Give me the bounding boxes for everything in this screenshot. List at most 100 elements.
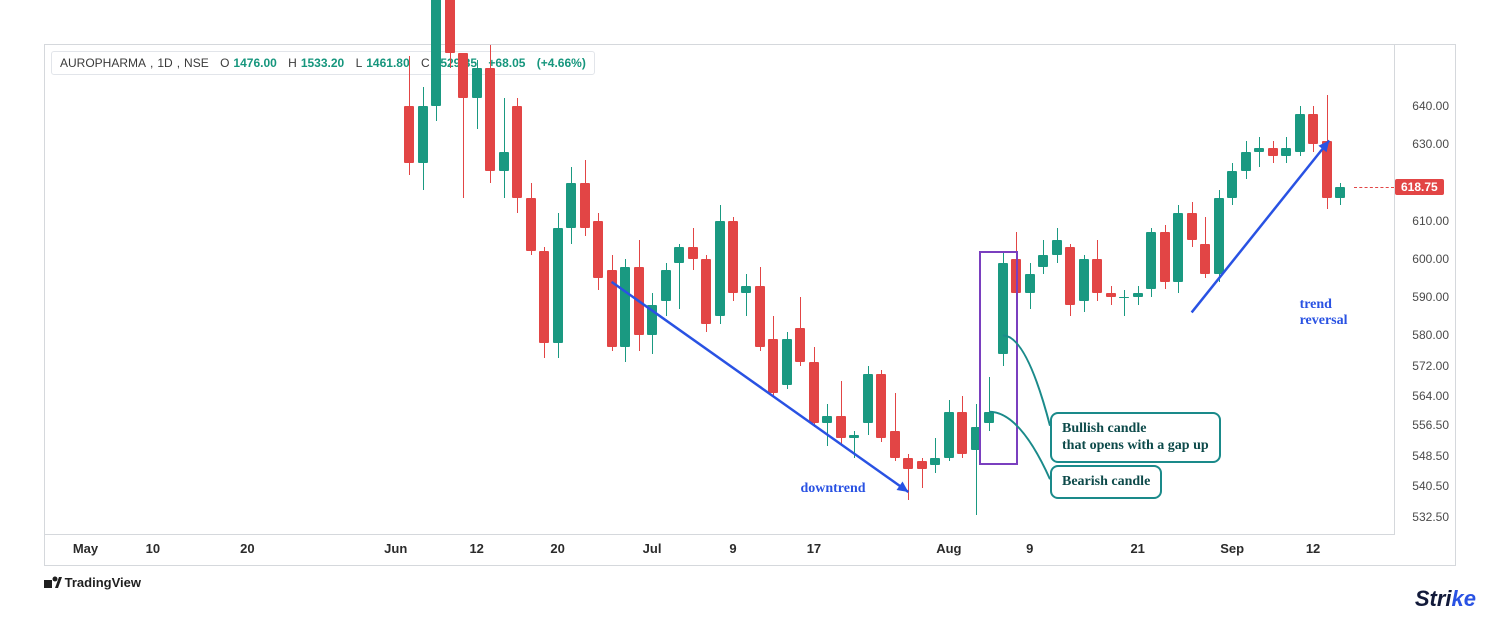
candle-bullish [431,0,441,106]
candle-bullish [930,458,940,466]
candle-bullish [1214,198,1224,274]
candle-bullish [863,374,873,424]
exchange-label: NSE [184,56,209,70]
candle-bullish [620,267,630,347]
candle-bearish [1160,232,1170,282]
candle-bullish [472,68,482,99]
candle-bullish [1295,114,1305,152]
candle-bearish [701,259,711,324]
candle-bullish [674,247,684,262]
candle-bearish [917,461,927,469]
x-tick-label: 17 [807,541,821,556]
candle-bullish [1025,274,1035,293]
chart-plot-area: AUROPHARMA, 1D, NSE O1476.00 H1533.20 L1… [45,45,1395,535]
y-tick-label: 532.50 [1412,510,1449,524]
tradingview-icon [44,575,65,590]
ohlc-l-prefix: L [356,56,363,70]
candle-bearish [768,339,778,392]
y-tick-label: 600.00 [1412,252,1449,266]
y-tick-label: 640.00 [1412,99,1449,113]
candle-wick [746,274,747,316]
y-tick-label: 580.00 [1412,328,1449,342]
candle-bullish [1052,240,1062,255]
candle-bullish [1038,255,1048,266]
candle-bullish [418,106,428,163]
candle-bearish [580,183,590,229]
candle-bearish [539,251,549,343]
candle-bullish [1119,297,1129,298]
x-tick-label: May [73,541,98,556]
change-pct: (+4.66%) [537,56,586,70]
y-tick-label: 610.00 [1412,214,1449,228]
trend-reversal-label: trendreversal [1300,297,1348,328]
page-root: AUROPHARMA, 1D, NSE O1476.00 H1533.20 L1… [0,0,1500,620]
candle-bearish [795,328,805,362]
candle-bullish [1254,148,1264,152]
y-tick-label: 556.50 [1412,418,1449,432]
candle-wick [935,438,936,472]
candle-bearish [1268,148,1278,156]
candle-wick [1124,290,1125,317]
x-tick-label: 20 [550,541,564,556]
candle-bullish [1281,148,1291,156]
candle-bullish [553,228,563,343]
candle-bullish [715,221,725,317]
candle-bearish [1322,141,1332,198]
ohlc-high: 1533.20 [301,56,344,70]
attribution-label: TradingView [44,575,141,590]
x-axis: May1020Jun1220Jul917Aug921Sep12 [45,535,1395,565]
candle-bullish [1241,152,1251,171]
candle-bearish [1106,293,1116,297]
candle-bearish [836,416,846,439]
y-tick-label: 548.50 [1412,449,1449,463]
candle-bearish [634,267,644,336]
y-tick-label: 590.00 [1412,290,1449,304]
x-tick-label: Jul [643,541,662,556]
candle-bullish [782,339,792,385]
x-tick-label: 21 [1130,541,1144,556]
candle-bearish [593,221,603,278]
candle-bearish [890,431,900,458]
last-price-line [1354,187,1394,188]
timeframe-label: 1D [157,56,172,70]
candle-bullish [1079,259,1089,301]
candle-bullish [499,152,509,171]
candle-bearish [1187,213,1197,240]
candle-bearish [809,362,819,423]
ohlc-o-prefix: O [220,56,229,70]
candle-wick [827,404,828,446]
candle-bearish [1092,259,1102,293]
candle-bullish [566,183,576,229]
candle-bullish [661,270,671,301]
ohlc-h-prefix: H [288,56,297,70]
candle-bearish [755,286,765,347]
candle-bullish [1146,232,1156,289]
y-tick-label: 540.50 [1412,479,1449,493]
candle-bullish [1173,213,1183,282]
candle-bearish [903,458,913,469]
candle-bullish [944,412,954,458]
x-tick-label: Sep [1220,541,1244,556]
strike-logo: Strike [1415,586,1476,612]
pattern-highlight-box [979,251,1018,465]
y-tick-label: 630.00 [1412,137,1449,151]
x-tick-label: 12 [1306,541,1320,556]
x-tick-label: 10 [146,541,160,556]
ohlc-open: 1476.00 [233,56,276,70]
x-tick-label: 20 [240,541,254,556]
candle-wick [1259,137,1260,168]
ohlc-low: 1461.80 [366,56,409,70]
candle-wick [976,404,977,515]
candle-wick [504,98,505,197]
candle-bearish [607,270,617,346]
last-price-tag: 618.75 [1395,179,1444,195]
candle-bullish [1335,187,1345,198]
x-tick-label: Aug [936,541,961,556]
candle-bearish [458,53,468,99]
candle-bullish [822,416,832,424]
candle-bearish [512,106,522,198]
y-axis: 640.00 630.00 618.75 610.00 600.00 590.00 580.… [1395,45,1455,535]
candle-bearish [1200,244,1210,275]
x-tick-label: 9 [1026,541,1033,556]
candle-bullish [647,305,657,336]
